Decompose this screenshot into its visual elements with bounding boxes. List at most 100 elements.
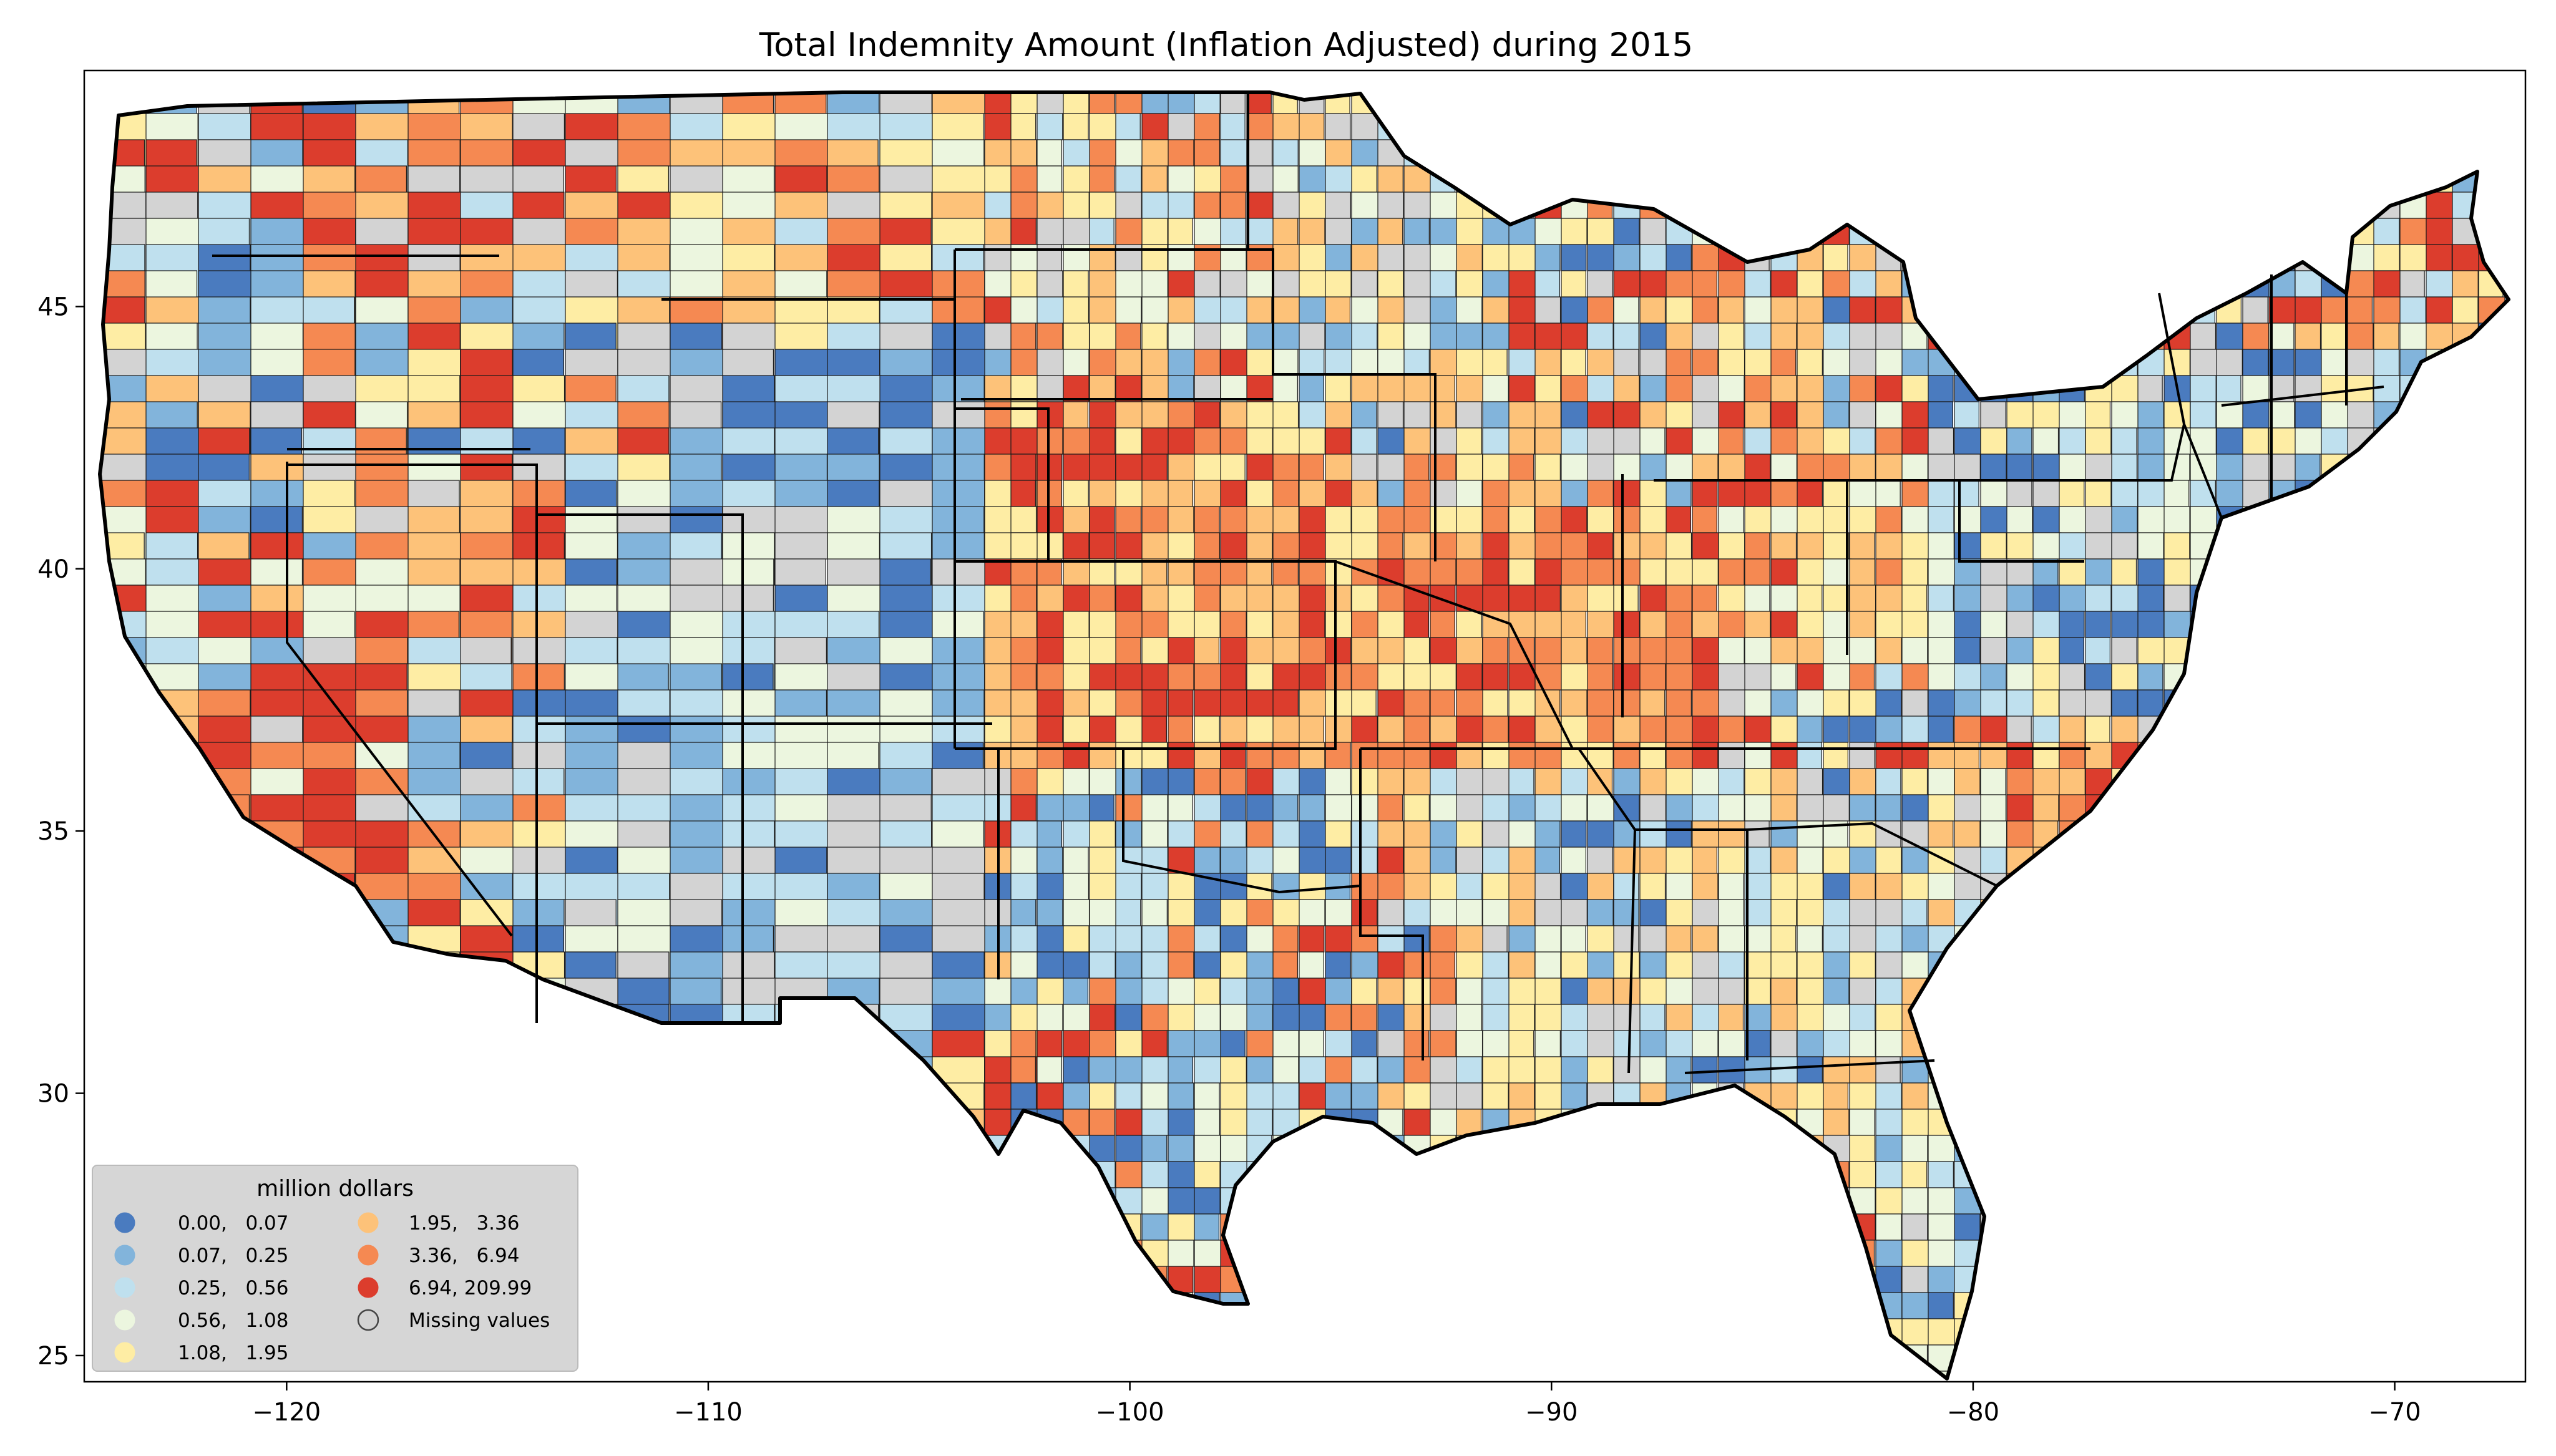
county-cell	[1456, 427, 1483, 455]
county-cell	[460, 716, 513, 743]
county-cell	[1561, 899, 1588, 926]
county-cell	[774, 480, 829, 507]
county-cell	[1089, 506, 1115, 533]
county-cell	[1168, 270, 1196, 298]
county-cell	[1141, 401, 1171, 429]
county-cell	[1770, 1082, 1800, 1110]
county-cell	[2006, 480, 2032, 507]
county-cell	[1718, 480, 1747, 507]
county-cell	[2426, 218, 2454, 245]
county-cell	[2059, 611, 2085, 638]
county-cell	[1299, 401, 1326, 429]
county-cell	[565, 139, 620, 167]
county-cell	[1115, 663, 1143, 691]
county-cell	[1010, 637, 1038, 664]
county-cell	[1482, 401, 1511, 429]
county-cell	[1875, 820, 1901, 848]
county-cell	[1351, 978, 1377, 1005]
county-cell	[1246, 611, 1273, 638]
county-cell	[1299, 113, 1325, 140]
county-cell	[1377, 296, 1407, 324]
county-cell	[1168, 165, 1196, 193]
county-cell	[2242, 401, 2271, 429]
county-cell	[1430, 716, 1459, 743]
county-cell	[1797, 323, 1824, 350]
county-cell	[1141, 323, 1168, 350]
county-cell	[1299, 847, 1326, 874]
county-cell	[1115, 218, 1143, 245]
county-cell	[1849, 323, 1878, 350]
county-cell	[1115, 323, 1141, 350]
county-cell	[1587, 558, 1614, 586]
county-cell	[1456, 663, 1483, 691]
county-cell	[1115, 427, 1142, 455]
county-cell	[1875, 873, 1903, 900]
county-cell	[1037, 689, 1065, 717]
county-cell	[1403, 1082, 1433, 1110]
county-cell	[1299, 742, 1325, 769]
county-cell	[2321, 323, 2348, 350]
county-cell	[1901, 532, 1930, 560]
county-cell	[1246, 978, 1274, 1005]
county-cell	[2059, 742, 2085, 769]
county-cell	[1168, 454, 1196, 481]
county-cell	[1220, 1109, 1248, 1136]
county-cell	[565, 113, 618, 140]
county-cell	[1666, 611, 1692, 638]
county-cell	[1325, 899, 1354, 926]
county-cell	[1482, 742, 1510, 769]
county-cell	[1875, 1266, 1902, 1293]
county-cell	[1980, 847, 2007, 874]
county-cell	[1377, 847, 1404, 874]
county-cell	[355, 689, 408, 717]
county-cell	[670, 716, 724, 743]
county-cell	[1377, 244, 1404, 271]
county-cell	[1325, 1056, 1354, 1084]
county-cell	[1482, 794, 1511, 822]
county-cell	[1770, 454, 1797, 481]
county-cell	[2399, 296, 2426, 324]
county-cell	[1168, 1213, 1197, 1241]
county-cell	[1351, 925, 1378, 953]
county-cell	[1639, 663, 1666, 691]
county-cell	[2032, 480, 2061, 507]
county-cell	[1220, 1004, 1248, 1031]
county-cell	[1587, 244, 1616, 271]
county-cell	[1482, 689, 1508, 717]
county-cell	[1246, 820, 1274, 848]
county-cell	[1823, 1056, 1851, 1084]
county-cell	[617, 296, 670, 324]
county-cell	[1797, 637, 1826, 664]
county-cell	[1797, 951, 1825, 979]
county-cell	[1115, 375, 1142, 402]
county-cell	[1325, 978, 1352, 1005]
county-cell	[1692, 663, 1720, 691]
county-cell	[1168, 637, 1197, 664]
county-cell	[1272, 585, 1300, 612]
county-cell	[1744, 899, 1772, 926]
county-cell	[1089, 1109, 1115, 1136]
county-cell	[1928, 1292, 1954, 1319]
county-cell	[1168, 899, 1196, 926]
county-cell	[1718, 585, 1747, 612]
county-cell	[1115, 1109, 1143, 1136]
county-cell	[1456, 244, 1483, 271]
county-cell	[1875, 716, 1903, 743]
county-cell	[1194, 1004, 1221, 1031]
county-cell	[2111, 532, 2138, 560]
legend-label: Missing values	[409, 1309, 550, 1332]
county-cell	[1718, 558, 1745, 586]
county-cell	[2085, 506, 2114, 533]
county-cell	[2295, 296, 2324, 324]
county-cell	[1797, 794, 1824, 822]
county-cell	[407, 742, 461, 769]
county-cell	[1299, 192, 1328, 219]
county-cell	[1194, 716, 1220, 743]
county-cell	[1849, 270, 1878, 298]
county-cell	[2032, 611, 2061, 638]
county-cell	[1482, 847, 1510, 874]
country-outline	[98, 90, 2510, 1381]
county-cell	[1194, 689, 1222, 717]
county-cell	[1194, 768, 1221, 795]
county-cell	[1692, 401, 1719, 429]
